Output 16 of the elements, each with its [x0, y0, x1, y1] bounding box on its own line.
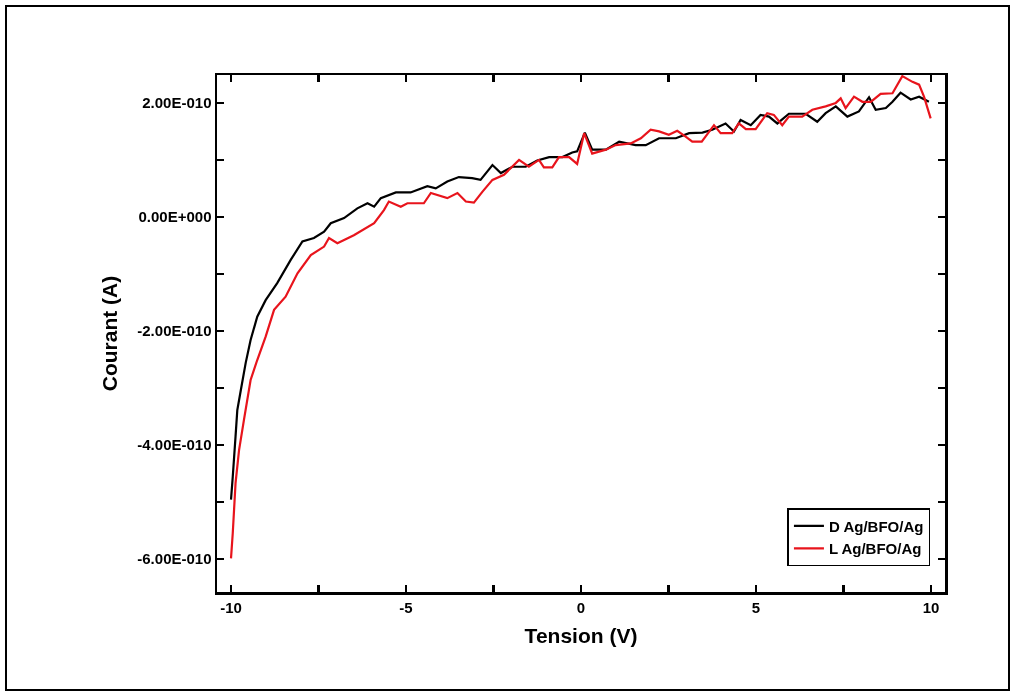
- x-tick-label: 10: [922, 598, 940, 616]
- y-tick-label: -2.00E-010: [137, 322, 212, 340]
- x-tick-label: 5: [751, 598, 761, 616]
- line-series: [229, 91, 930, 501]
- y-tick-label: 0.00E+000: [138, 208, 212, 226]
- x-tick-label: -10: [220, 598, 242, 616]
- y-tick-label: -4.00E-010: [137, 436, 212, 454]
- legend-label: L Ag/BFO/Ag: [828, 540, 922, 558]
- y-tick-label: 2.00E-010: [142, 94, 212, 112]
- y-axis-title: Courant (A): [98, 275, 122, 392]
- legend-label: D Ag/BFO/Ag: [828, 517, 924, 535]
- x-axis-title: Tension (V): [524, 623, 638, 647]
- y-tick-label: -6.00E-010: [137, 550, 212, 568]
- line-series: [229, 75, 932, 560]
- x-tick-label: -5: [399, 598, 413, 616]
- x-tick-label: 0: [576, 598, 586, 616]
